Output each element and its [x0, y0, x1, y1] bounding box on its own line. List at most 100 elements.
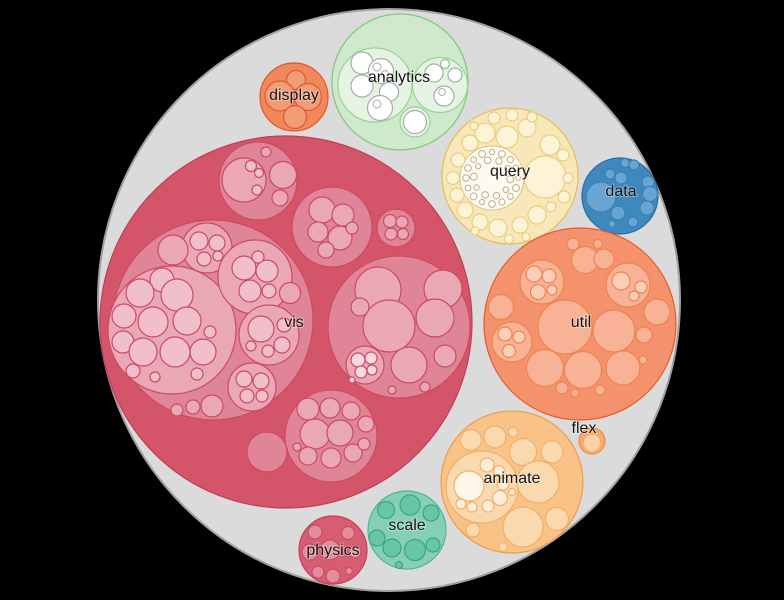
method-dot[interactable] [506, 155, 515, 164]
circle-node[interactable] [260, 146, 272, 158]
circle-node[interactable] [384, 227, 398, 241]
circle-node[interactable] [137, 306, 169, 338]
circle-node[interactable] [319, 397, 341, 419]
circle-node[interactable] [556, 148, 570, 162]
circle-node[interactable] [271, 189, 289, 207]
circle-node[interactable] [529, 283, 547, 301]
circle-node[interactable] [382, 213, 398, 229]
method-dot[interactable] [473, 184, 480, 191]
circle-node[interactable] [496, 477, 510, 491]
circle-node[interactable] [244, 159, 258, 173]
circle-node[interactable] [607, 219, 617, 229]
circle-node[interactable] [505, 108, 519, 122]
circle-node[interactable] [326, 419, 354, 447]
circle-node[interactable] [317, 241, 335, 259]
circle-node[interactable] [327, 225, 353, 251]
method-dot[interactable] [515, 175, 521, 181]
circle-node[interactable] [582, 433, 602, 453]
circle-node[interactable] [376, 500, 396, 520]
circle-node[interactable] [380, 69, 390, 79]
circle-node[interactable] [320, 447, 342, 469]
circle-node[interactable] [469, 121, 479, 131]
circle-node[interactable] [382, 538, 402, 558]
circle-node[interactable] [545, 201, 557, 213]
circle-node[interactable] [497, 541, 509, 553]
circle-node[interactable] [227, 362, 277, 412]
circle-node[interactable] [619, 157, 631, 169]
method-dot[interactable] [470, 156, 477, 163]
circle-node[interactable] [415, 298, 455, 338]
method-dot[interactable] [483, 156, 492, 165]
circle-node[interactable] [570, 388, 580, 398]
circle-node[interactable] [495, 125, 519, 149]
circle-node[interactable] [325, 568, 341, 584]
circle-node[interactable] [247, 315, 275, 343]
circle-node[interactable] [488, 218, 508, 238]
circle-node[interactable] [628, 290, 640, 302]
circle-node[interactable] [512, 330, 526, 344]
method-dot[interactable] [469, 192, 478, 201]
circle-node[interactable] [638, 355, 648, 365]
circle-node[interactable] [319, 539, 341, 561]
circle-node[interactable] [563, 350, 603, 390]
circle-node[interactable] [111, 303, 137, 329]
circle-node[interactable] [340, 525, 356, 541]
circle-node[interactable] [343, 443, 363, 463]
circle-node[interactable] [501, 343, 517, 359]
circle-node[interactable] [157, 234, 189, 266]
circle-node[interactable] [308, 196, 336, 224]
circle-node[interactable] [217, 239, 293, 315]
circle-node[interactable] [525, 265, 543, 283]
method-dot[interactable] [502, 186, 510, 194]
circle-node[interactable] [354, 365, 368, 379]
circle-node[interactable] [350, 297, 370, 317]
circle-node[interactable] [376, 208, 416, 248]
method-dot[interactable] [481, 191, 489, 199]
circle-node[interactable] [390, 346, 428, 384]
method-dot[interactable] [478, 150, 486, 158]
node-data[interactable] [581, 157, 659, 235]
method-dot[interactable] [464, 164, 472, 172]
circle-node[interactable] [251, 184, 263, 196]
circle-node[interactable] [246, 431, 288, 473]
circle-node[interactable] [159, 336, 191, 368]
circle-node[interactable] [125, 363, 141, 379]
circle-node[interactable] [125, 278, 155, 308]
circle-node[interactable] [483, 425, 507, 449]
method-dot[interactable] [506, 175, 515, 184]
circle-node[interactable] [160, 278, 194, 312]
circle-node[interactable] [296, 397, 320, 421]
circle-node[interactable] [635, 326, 653, 344]
circle-node[interactable] [544, 506, 570, 532]
circle-node[interactable] [251, 250, 265, 264]
circle-node[interactable] [185, 399, 201, 415]
circle-node[interactable] [368, 529, 386, 547]
circle-node[interactable] [526, 111, 538, 123]
circle-node[interactable] [252, 372, 270, 390]
circle-node[interactable] [466, 501, 478, 513]
circle-node[interactable] [470, 226, 480, 236]
circle-node[interactable] [255, 389, 269, 403]
circle-node[interactable] [419, 381, 431, 393]
circle-node[interactable] [203, 325, 217, 339]
circle-node[interactable] [541, 268, 557, 284]
circle-node[interactable] [481, 499, 495, 513]
circle-node[interactable] [546, 284, 558, 296]
method-dot[interactable] [506, 192, 514, 200]
circle-node[interactable] [238, 279, 262, 303]
circle-node[interactable] [456, 201, 474, 219]
circle-node[interactable] [344, 566, 354, 576]
circle-node[interactable] [527, 205, 547, 225]
circle-node[interactable] [453, 470, 485, 502]
circle-node[interactable] [261, 344, 275, 358]
circle-node[interactable] [497, 326, 513, 342]
circle-node[interactable] [610, 205, 626, 221]
circle-node[interactable] [521, 232, 531, 242]
circle-node[interactable] [299, 418, 331, 450]
circle-node[interactable] [196, 251, 212, 267]
circle-node[interactable] [594, 384, 606, 396]
circle-node[interactable] [348, 545, 362, 559]
method-dot[interactable] [512, 164, 520, 172]
circle-node[interactable] [447, 67, 463, 83]
circle-node[interactable] [208, 234, 226, 252]
